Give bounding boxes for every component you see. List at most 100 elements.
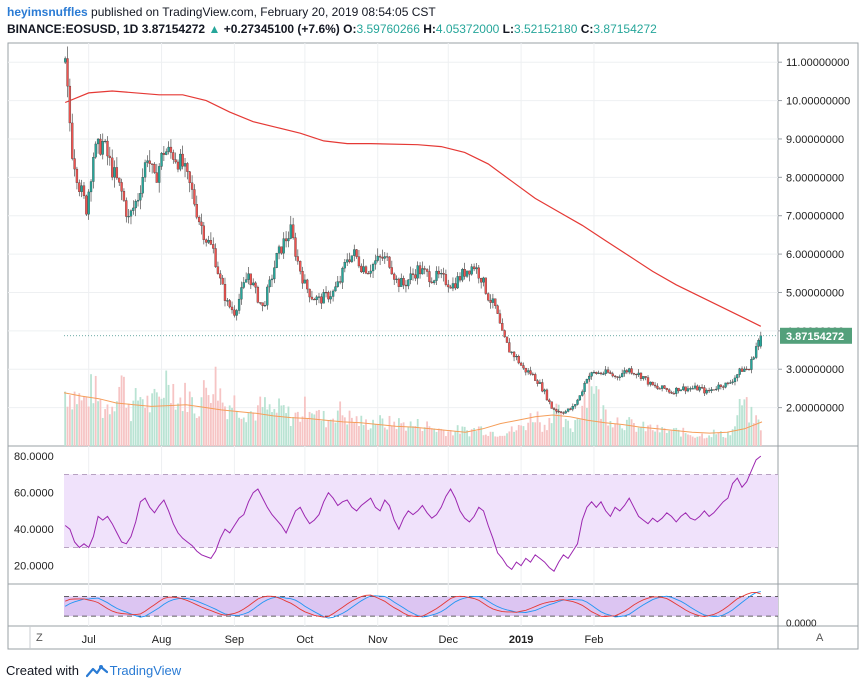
candle-body [383, 256, 386, 259]
candle-body [482, 277, 485, 283]
candle-body [188, 171, 191, 184]
volume-bar [358, 426, 360, 446]
volume-bar [285, 413, 287, 446]
volume-bar [487, 435, 490, 446]
candle-body [487, 293, 490, 301]
volume-bar [322, 410, 325, 446]
volume-bar [130, 421, 132, 446]
candle-body [442, 272, 445, 275]
candle-body [543, 389, 546, 392]
candle-body [324, 292, 328, 294]
candle-body [472, 266, 476, 270]
candle-body [122, 191, 126, 201]
candle-body [512, 351, 516, 358]
volume-bar [71, 409, 74, 446]
candle-body [341, 267, 344, 283]
volume-bar [313, 414, 316, 446]
volume-bar [144, 407, 146, 446]
volume-bar [543, 424, 546, 446]
candle-body [111, 157, 114, 178]
candle-body [195, 204, 198, 218]
volume-bar [658, 432, 661, 446]
volume-bar [242, 417, 245, 446]
x-tick-label: Jul [82, 634, 96, 646]
volume-bar [633, 422, 635, 446]
volume-bar [423, 427, 426, 446]
volume-bar [452, 435, 454, 446]
volume-bar [675, 427, 678, 446]
candle-body [696, 385, 699, 391]
volume-bar [240, 418, 243, 446]
volume-bar [115, 401, 118, 446]
y-tick-label: 2.00000000 [786, 403, 844, 415]
low-label: L: [502, 22, 514, 36]
publisher-username[interactable]: heyimsnuffles [7, 5, 88, 19]
volume-bar [146, 395, 149, 446]
volume-bar [224, 406, 226, 446]
x-tick-label: Aug [152, 634, 172, 646]
candle-body [515, 356, 518, 358]
volume-bar [299, 421, 302, 446]
volume-bar [616, 417, 619, 446]
candle-body [360, 265, 363, 273]
up-arrow-icon: ▲ [208, 22, 221, 36]
candle-body [733, 377, 737, 383]
volume-bar [614, 423, 617, 446]
candle-body [660, 385, 664, 389]
volume-bar [153, 388, 156, 446]
volume-bar [235, 410, 238, 446]
volume-bar [447, 431, 450, 446]
volume-bar [97, 401, 99, 446]
candle-body [66, 58, 69, 87]
y-tick-label: 7.00000000 [786, 211, 844, 223]
volume-bar [628, 417, 631, 446]
tradingview-logo-icon [85, 665, 108, 678]
candle-body [689, 388, 692, 390]
volume-bar [372, 419, 374, 446]
candle-body [346, 259, 349, 263]
volume-bar [132, 400, 135, 446]
volume-bar [198, 416, 201, 446]
stoch-d-line [65, 591, 761, 618]
candle-body [228, 300, 231, 308]
candle-body [181, 153, 184, 167]
volume-bar [430, 428, 433, 446]
candle-body [143, 162, 147, 178]
candle-body [87, 191, 90, 215]
candle-body [498, 313, 502, 324]
volume-bar [668, 430, 671, 446]
volume-bar [353, 422, 356, 446]
volume-bar [590, 386, 593, 446]
volume-bar [83, 396, 85, 446]
volume-bar [386, 429, 389, 446]
candle-body [247, 273, 250, 280]
candle-body [651, 381, 654, 386]
candle-body [421, 268, 424, 275]
candle-body [132, 207, 135, 211]
candle-body [698, 387, 701, 391]
volume-bar [712, 429, 715, 446]
volume-bar [689, 435, 692, 446]
candle-body [146, 160, 149, 163]
candle-body [719, 384, 723, 387]
candle-body [155, 172, 158, 183]
candle-body [745, 368, 748, 370]
auto-scale-button[interactable]: A [816, 632, 824, 644]
tradingview-brand[interactable]: TradingView [109, 663, 182, 678]
volume-bar [651, 430, 654, 446]
volume-bar [409, 421, 412, 446]
candle-body [454, 283, 457, 289]
candle-body [677, 387, 680, 392]
volume-bar [682, 427, 685, 446]
zoom-scale-button[interactable]: Z [36, 632, 43, 644]
volume-bar [264, 397, 266, 446]
candle-body [284, 238, 288, 242]
candle-body [103, 140, 107, 143]
candle-body [536, 380, 539, 384]
volume-bar [548, 417, 551, 446]
candle-body [435, 270, 438, 281]
volume-bar [654, 431, 656, 446]
candle-body [82, 185, 86, 197]
candle-body [489, 300, 492, 303]
